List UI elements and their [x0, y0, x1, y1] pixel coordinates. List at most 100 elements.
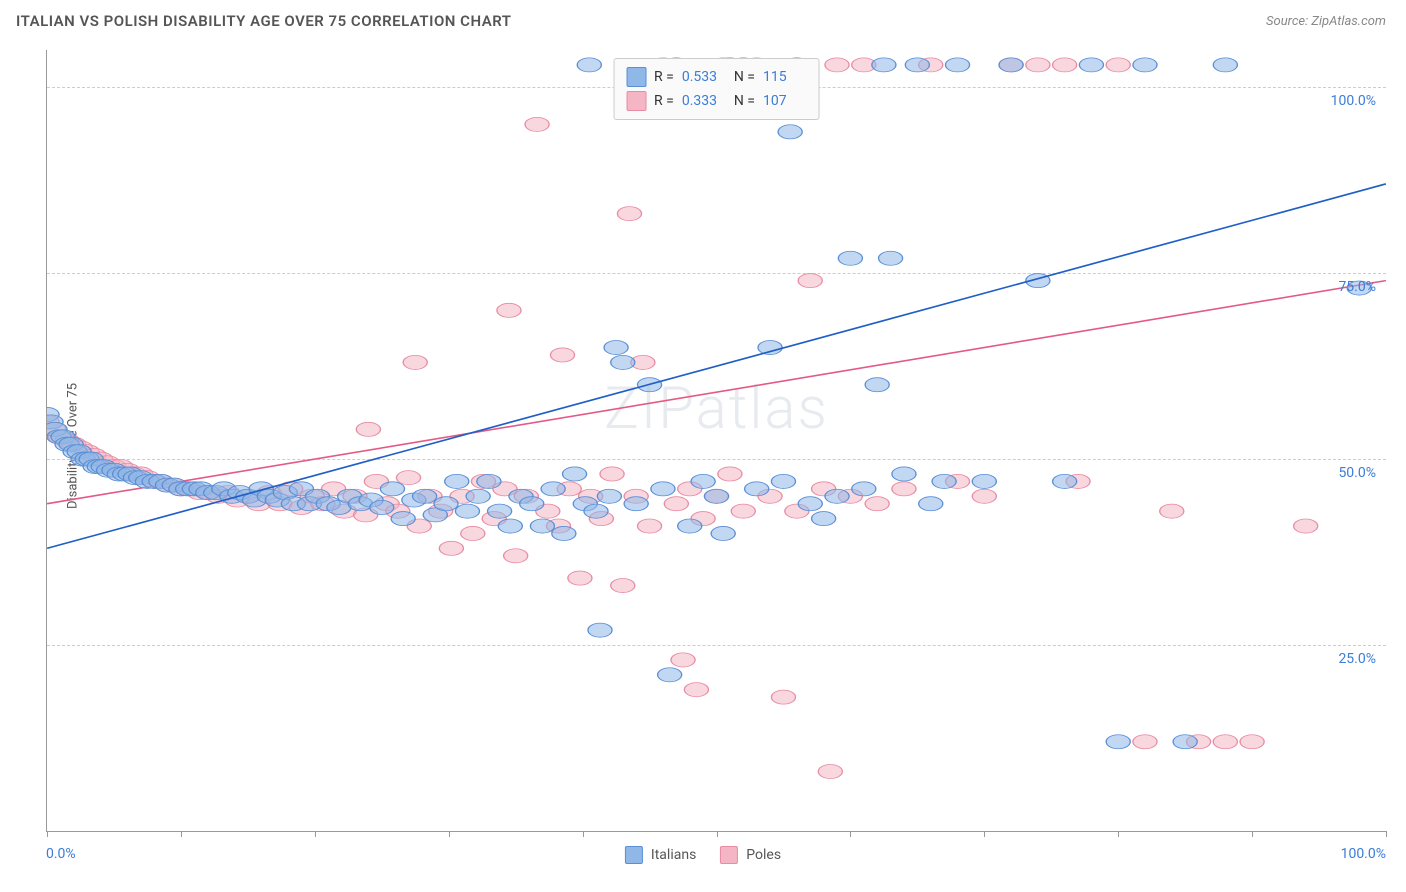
data-point-italians	[434, 497, 458, 511]
data-point-italians	[380, 482, 404, 496]
y-tick-label: 25.0%	[1338, 651, 1376, 667]
n-label: N =	[734, 69, 755, 85]
data-point-poles	[972, 489, 996, 503]
data-point-italians	[584, 504, 608, 518]
data-point-italians	[999, 58, 1023, 72]
data-point-italians	[1106, 735, 1130, 749]
stat-row-italians: R = 0.533 N = 115	[626, 65, 807, 89]
scatter-plot	[47, 50, 1386, 831]
data-point-italians	[691, 474, 715, 488]
data-point-poles	[892, 482, 916, 496]
data-point-poles	[825, 58, 849, 72]
r-value-poles: 0.333	[682, 93, 726, 109]
x-tick	[717, 831, 718, 837]
data-point-poles	[403, 355, 427, 369]
swatch-poles	[626, 91, 646, 111]
y-tick-label: 75.0%	[1338, 279, 1376, 295]
x-tick	[47, 831, 48, 837]
correlation-stat-box: R = 0.533 N = 115 R = 0.333 N = 107	[613, 58, 820, 120]
trend-line-poles	[47, 281, 1386, 504]
data-point-italians	[892, 467, 916, 481]
data-point-poles	[1160, 504, 1184, 518]
x-tick	[850, 831, 851, 837]
y-tick-label: 50.0%	[1338, 465, 1376, 481]
legend-item-poles: Poles	[720, 846, 781, 864]
data-point-poles	[684, 683, 708, 697]
n-value-poles: 107	[763, 93, 807, 109]
x-tick	[449, 831, 450, 837]
swatch-poles	[720, 846, 738, 864]
data-point-poles	[1240, 735, 1264, 749]
data-point-italians	[745, 482, 769, 496]
data-point-italians	[812, 512, 836, 526]
data-point-poles	[1294, 519, 1318, 533]
data-point-italians	[466, 489, 490, 503]
n-value-italians: 115	[763, 69, 807, 85]
r-value-italians: 0.533	[682, 69, 726, 85]
data-point-poles	[771, 690, 795, 704]
data-point-italians	[498, 519, 522, 533]
data-point-italians	[711, 526, 735, 540]
data-point-italians	[1213, 58, 1237, 72]
data-point-italians	[771, 474, 795, 488]
data-point-poles	[1026, 58, 1050, 72]
x-axis-max-label: 100.0%	[1341, 846, 1386, 862]
source-label: Source: ZipAtlas.com	[1266, 14, 1386, 29]
data-point-italians	[932, 474, 956, 488]
data-point-italians	[604, 340, 628, 354]
data-point-italians	[530, 519, 554, 533]
data-point-italians	[488, 504, 512, 518]
data-point-italians	[1053, 474, 1077, 488]
x-tick	[583, 831, 584, 837]
data-point-poles	[1133, 735, 1157, 749]
x-tick	[1252, 831, 1253, 837]
data-point-italians	[413, 489, 437, 503]
data-point-italians	[704, 489, 728, 503]
stat-row-poles: R = 0.333 N = 107	[626, 89, 807, 113]
data-point-poles	[396, 471, 420, 485]
x-tick	[1386, 831, 1387, 837]
x-axis-min-label: 0.0%	[46, 846, 76, 862]
data-point-poles	[1106, 58, 1130, 72]
data-point-italians	[945, 58, 969, 72]
data-point-italians	[1079, 58, 1103, 72]
data-point-italians	[445, 474, 469, 488]
data-point-italians	[455, 504, 479, 518]
data-point-italians	[658, 668, 682, 682]
data-point-italians	[391, 512, 415, 526]
data-point-italians	[905, 58, 929, 72]
data-point-poles	[1053, 58, 1077, 72]
data-point-italians	[541, 482, 565, 496]
data-point-poles	[617, 207, 641, 221]
data-point-poles	[718, 467, 742, 481]
data-point-poles	[865, 497, 889, 511]
data-point-italians	[758, 340, 782, 354]
data-point-italians	[552, 526, 576, 540]
data-point-italians	[678, 519, 702, 533]
x-tick	[181, 831, 182, 837]
data-point-poles	[600, 467, 624, 481]
data-point-italians	[1173, 735, 1197, 749]
swatch-italians	[625, 846, 643, 864]
data-point-italians	[798, 497, 822, 511]
x-tick	[984, 831, 985, 837]
data-point-poles	[550, 348, 574, 362]
data-point-italians	[852, 482, 876, 496]
data-point-poles	[504, 549, 528, 563]
data-point-poles	[461, 526, 485, 540]
y-tick-label: 100.0%	[1331, 93, 1376, 109]
data-point-italians	[778, 125, 802, 139]
data-point-poles	[439, 541, 463, 555]
data-point-italians	[624, 497, 648, 511]
data-point-poles	[525, 117, 549, 131]
data-point-poles	[611, 579, 635, 593]
legend-label-italians: Italians	[651, 847, 696, 863]
data-point-poles	[731, 504, 755, 518]
data-point-italians	[879, 251, 903, 265]
data-point-poles	[637, 519, 661, 533]
data-point-italians	[919, 497, 943, 511]
data-point-italians	[370, 500, 394, 514]
data-point-italians	[520, 497, 544, 511]
legend-label-poles: Poles	[746, 847, 781, 863]
x-tick	[315, 831, 316, 837]
